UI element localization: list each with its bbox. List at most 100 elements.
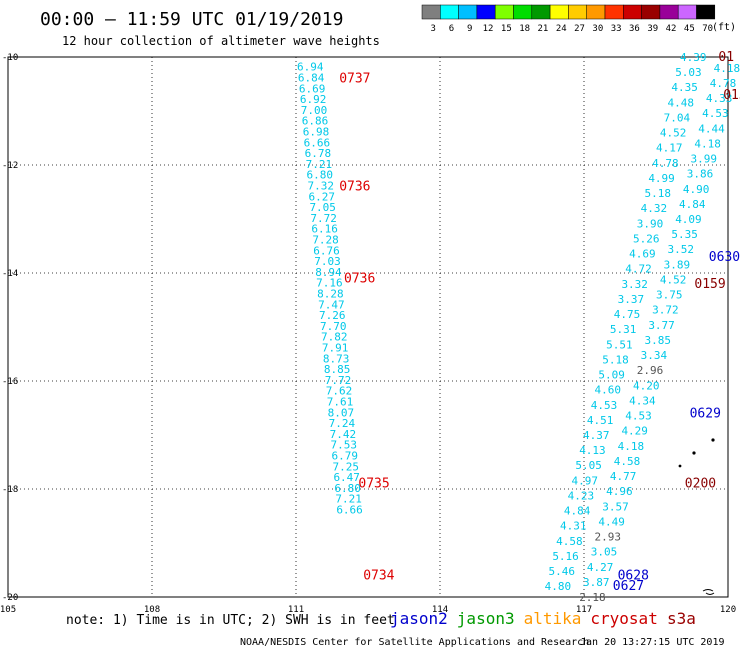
swh-label: 4.99 (648, 172, 675, 185)
swh-label: 7.70 (320, 320, 347, 333)
swh-label: 7.47 (318, 298, 345, 311)
y-tick-label: -12 (2, 161, 18, 171)
swh-label: 7.04 (664, 111, 691, 124)
time-label: 0200 (685, 477, 716, 492)
swh-label: 3.85 (644, 334, 671, 347)
swh-label: 7.82 (321, 331, 348, 344)
swh-label: 3.99 (691, 153, 718, 166)
x-tick-label: 114 (432, 605, 448, 615)
swh-label: 4.27 (587, 561, 614, 574)
swh-label: 4.52 (660, 127, 687, 140)
swh-label: 7.03 (314, 255, 341, 268)
swh-label: 4.32 (641, 202, 668, 215)
legend-unit: (ft) (712, 22, 736, 33)
swh-label: 7.25 (332, 460, 359, 473)
legend-bin-label: 3 (430, 24, 435, 34)
legend-bin-label: 39 (647, 24, 658, 34)
swh-label: 7.21 (306, 158, 333, 171)
time-label: 0627 (613, 579, 644, 594)
time-label: 0159 (694, 277, 725, 292)
time-label: 0628 (618, 568, 649, 583)
swh-label: 4.33 (706, 92, 733, 105)
grid-lines (7, 56, 729, 598)
swh-readings: 6.946.846.696.927.006.866.986.666.787.21… (297, 51, 740, 604)
swh-label: 7.62 (326, 385, 353, 398)
swh-label: 3.87 (583, 576, 610, 589)
chart-subtitle: 12 hour collection of altimeter wave hei… (62, 34, 380, 48)
swh-label: 3.05 (591, 546, 618, 559)
y-tick-label: -18 (2, 485, 18, 495)
swh-label: 4.39 (680, 51, 707, 64)
swh-label: 5.46 (548, 565, 575, 578)
swh-label: 8.94 (315, 266, 342, 279)
swh-label: 4.13 (579, 444, 606, 457)
swh-label: 8.73 (323, 352, 350, 365)
swh-label: 7.91 (322, 342, 349, 355)
satellite-label: jason2 (390, 609, 448, 628)
swh-label: 5.09 (598, 369, 625, 382)
legend-bin-label: 18 (519, 24, 530, 34)
swh-label: 5.51 (606, 338, 633, 351)
swh-label: 7.00 (301, 104, 328, 117)
swh-label: 4.53 (625, 410, 652, 423)
swh-label: 5.16 (552, 550, 579, 563)
swh-label: 3.37 (618, 293, 645, 306)
legend-swatch (440, 4, 459, 20)
legend-bin-label: 27 (574, 24, 585, 34)
swh-label: 4.90 (683, 183, 710, 196)
time-label: 01 (718, 50, 734, 65)
x-tick-label: 105 (0, 605, 16, 615)
time-label: 0737 (339, 72, 370, 87)
legend-bin-label: 24 (556, 24, 567, 34)
satellite-label: altika (524, 609, 582, 628)
swh-label: 4.51 (587, 414, 614, 427)
legend-swatch (641, 4, 661, 20)
swh-label: 7.21 (335, 493, 362, 506)
satellite-legend: jason2 jason3 altika cryosat s3a (390, 609, 696, 628)
swh-label: 4.75 (614, 308, 641, 321)
legend-bin-label: 12 (483, 24, 494, 34)
swh-label: 4.18 (714, 62, 740, 75)
legend-bin-label: 70 (702, 24, 713, 34)
legend-swatch (513, 4, 533, 20)
swh-label: 4.48 (668, 96, 695, 109)
swh-label: 3.32 (621, 278, 648, 291)
swh-label: 4.23 (568, 489, 595, 502)
legend-swatch (623, 4, 642, 20)
x-tick-label: 117 (576, 605, 592, 615)
swh-label: 3.57 (602, 500, 629, 513)
swh-label: 2.96 (637, 364, 664, 377)
swh-label: 4.53 (591, 399, 618, 412)
swh-label: 6.69 (299, 82, 326, 95)
swh-label: 3.89 (664, 258, 691, 271)
swh-label: 3.34 (641, 349, 668, 362)
legend-swatch (421, 4, 441, 20)
swh-label: 3.72 (652, 304, 679, 317)
swh-label: 7.72 (310, 212, 337, 225)
legend-swatch (549, 4, 569, 20)
satellite-label: jason3 (457, 609, 515, 628)
swh-label: 7.24 (329, 417, 356, 430)
swh-label: 4.37 (583, 429, 610, 442)
swh-label: 6.98 (303, 126, 330, 139)
swh-label: 5.03 (675, 66, 702, 79)
time-label: 0630 (709, 250, 740, 265)
swh-label: 3.52 (668, 243, 695, 256)
swh-label: 5.05 (575, 459, 602, 472)
legend-swatch (458, 4, 478, 20)
time-label: 0629 (690, 406, 721, 421)
swh-label: 4.09 (675, 213, 702, 226)
swh-label: 4.34 (629, 394, 656, 407)
swh-label: 6.84 (298, 72, 325, 85)
y-tick-label: -10 (2, 53, 18, 63)
swh-label: 7.28 (312, 234, 339, 247)
x-tick-label: 120 (720, 605, 736, 615)
swh-label: 5.31 (610, 323, 637, 336)
legend-bin-label: 45 (684, 24, 695, 34)
swh-label: 7.61 (327, 396, 354, 409)
y-tick-label: -16 (2, 377, 18, 387)
swh-label: 5.35 (671, 228, 698, 241)
swh-label: 4.84 (679, 198, 706, 211)
